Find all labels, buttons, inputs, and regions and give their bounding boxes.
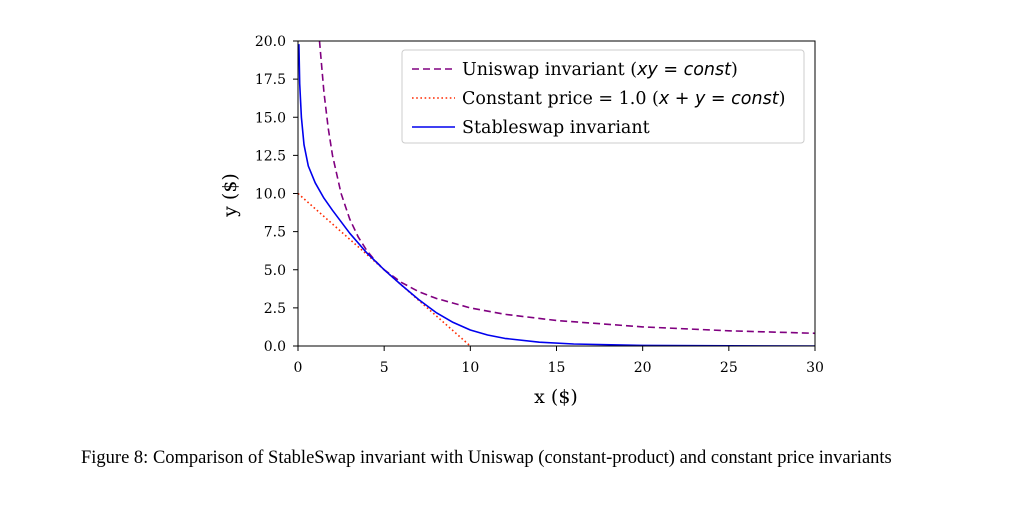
x-tick-label-2: 10: [461, 360, 479, 376]
x-axis: 0 5 10 15 20 25 30: [294, 346, 824, 376]
y-tick-label-1: 2.5: [264, 301, 286, 317]
x-tick-label-5: 25: [720, 360, 738, 376]
y-tick-label-4: 10.0: [255, 187, 286, 203]
legend: Uniswap invariant (xy = const) Constant …: [401, 49, 805, 144]
x-axis-label: x ($): [534, 386, 578, 408]
y-tick-label-5: 12.5: [255, 148, 286, 164]
legend-box: [401, 49, 805, 144]
legend-label-stableswap: Stableswap invariant: [462, 118, 650, 138]
x-tick-label-1: 5: [380, 360, 389, 376]
legend-label-constant-price: Constant price = 1.0 (x + y = const): [462, 89, 785, 109]
x-tick-label-3: 15: [548, 360, 566, 376]
chart: 0 5 10 15 20 25 30 0.0 2.5 5.0 7.5 10.0 12.5 15.0 17.…: [219, 34, 824, 408]
legend-label-uniswap: Uniswap invariant (xy = const): [462, 60, 738, 80]
y-tick-label-2: 5.0: [264, 263, 286, 279]
series-layer: [298, 41, 815, 346]
y-tick-label-6: 15.0: [255, 110, 286, 126]
y-tick-label-3: 7.5: [264, 225, 286, 241]
x-tick-label-6: 30: [806, 360, 824, 376]
series-line-constant-price: [298, 192, 471, 346]
y-axis: 0.0 2.5 5.0 7.5 10.0 12.5 15.0 17.5 20.0: [255, 34, 298, 355]
y-axis-label: y ($): [219, 173, 241, 218]
y-tick-label-7: 17.5: [255, 72, 286, 88]
series-line-stableswap: [298, 44, 815, 346]
y-tick-label-0: 0.0: [264, 339, 286, 355]
x-tick-label-4: 20: [634, 360, 652, 376]
figure-caption: Figure 8: Comparison of StableSwap invar…: [81, 448, 892, 468]
y-tick-label-8: 20.0: [255, 34, 286, 50]
x-tick-label-0: 0: [294, 360, 303, 376]
